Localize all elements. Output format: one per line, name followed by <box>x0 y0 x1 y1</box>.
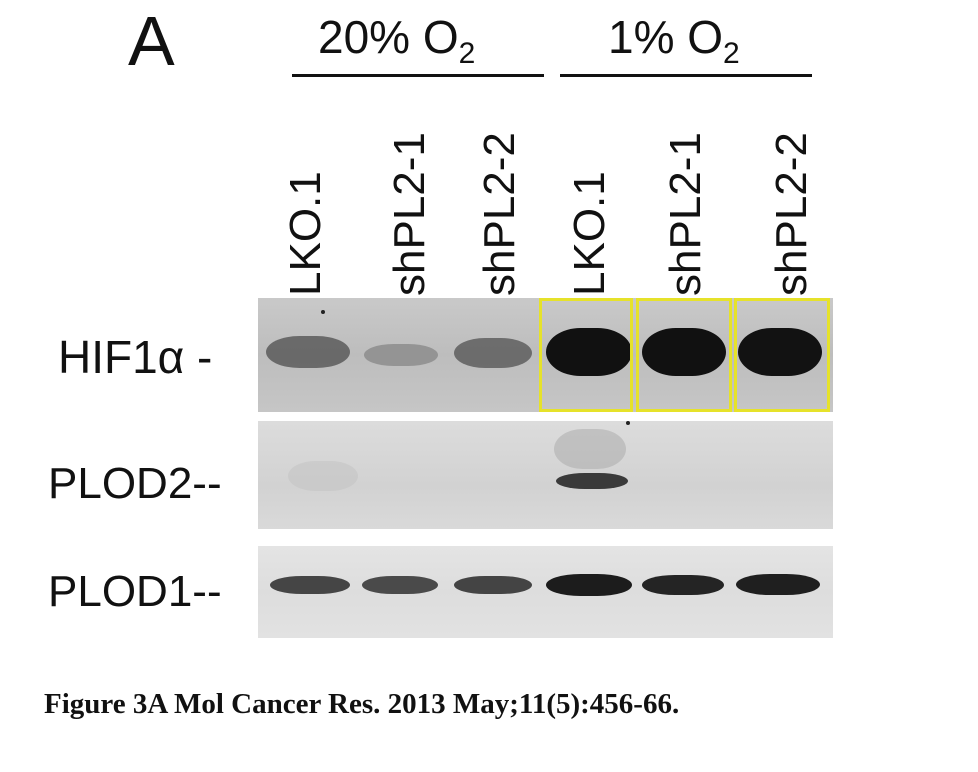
band <box>266 336 350 368</box>
blot-plod2 <box>258 421 833 529</box>
speck <box>626 421 630 425</box>
blot-plod1 <box>258 546 833 638</box>
band <box>454 576 532 594</box>
band <box>288 461 358 491</box>
highlight-box <box>734 298 830 412</box>
lane-label: LKO.1 <box>565 171 614 296</box>
lane-label: LKO.1 <box>281 171 330 296</box>
lane-label: shPL2-2 <box>767 132 816 296</box>
panel-letter: A <box>128 2 175 80</box>
band <box>556 473 628 489</box>
highlight-box <box>539 298 633 412</box>
row-label-plod2: PLOD2-- <box>48 459 222 508</box>
band <box>270 576 350 594</box>
band <box>364 344 438 366</box>
band <box>736 574 820 595</box>
band <box>546 574 632 596</box>
condition-subscript: 2 <box>723 37 740 70</box>
row-label-hif1a: HIF1α - <box>58 331 213 383</box>
condition-underline-normoxia <box>292 74 544 77</box>
row-label-plod1: PLOD1-- <box>48 567 222 616</box>
condition-subscript: 2 <box>458 37 476 70</box>
band <box>362 576 438 594</box>
lane-label: shPL2-1 <box>385 132 434 296</box>
band <box>738 328 822 376</box>
figure-caption: Figure 3A Mol Cancer Res. 2013 May;11(5)… <box>44 688 680 720</box>
band <box>546 328 632 376</box>
condition-underline-hypoxia <box>560 74 812 77</box>
band <box>454 338 532 368</box>
condition-header-normoxia: 20% O2 <box>318 14 475 69</box>
blot-hif1a <box>258 298 833 412</box>
band <box>554 429 626 469</box>
lane-label: shPL2-1 <box>661 132 710 296</box>
lane-label: shPL2-2 <box>475 132 524 296</box>
band <box>642 328 726 376</box>
condition-label: 20% O <box>318 11 459 63</box>
speck <box>321 310 325 314</box>
highlight-box <box>636 298 732 412</box>
condition-header-hypoxia: 1% O2 <box>608 14 740 69</box>
condition-label: 1% O <box>608 11 724 63</box>
band <box>642 575 724 595</box>
